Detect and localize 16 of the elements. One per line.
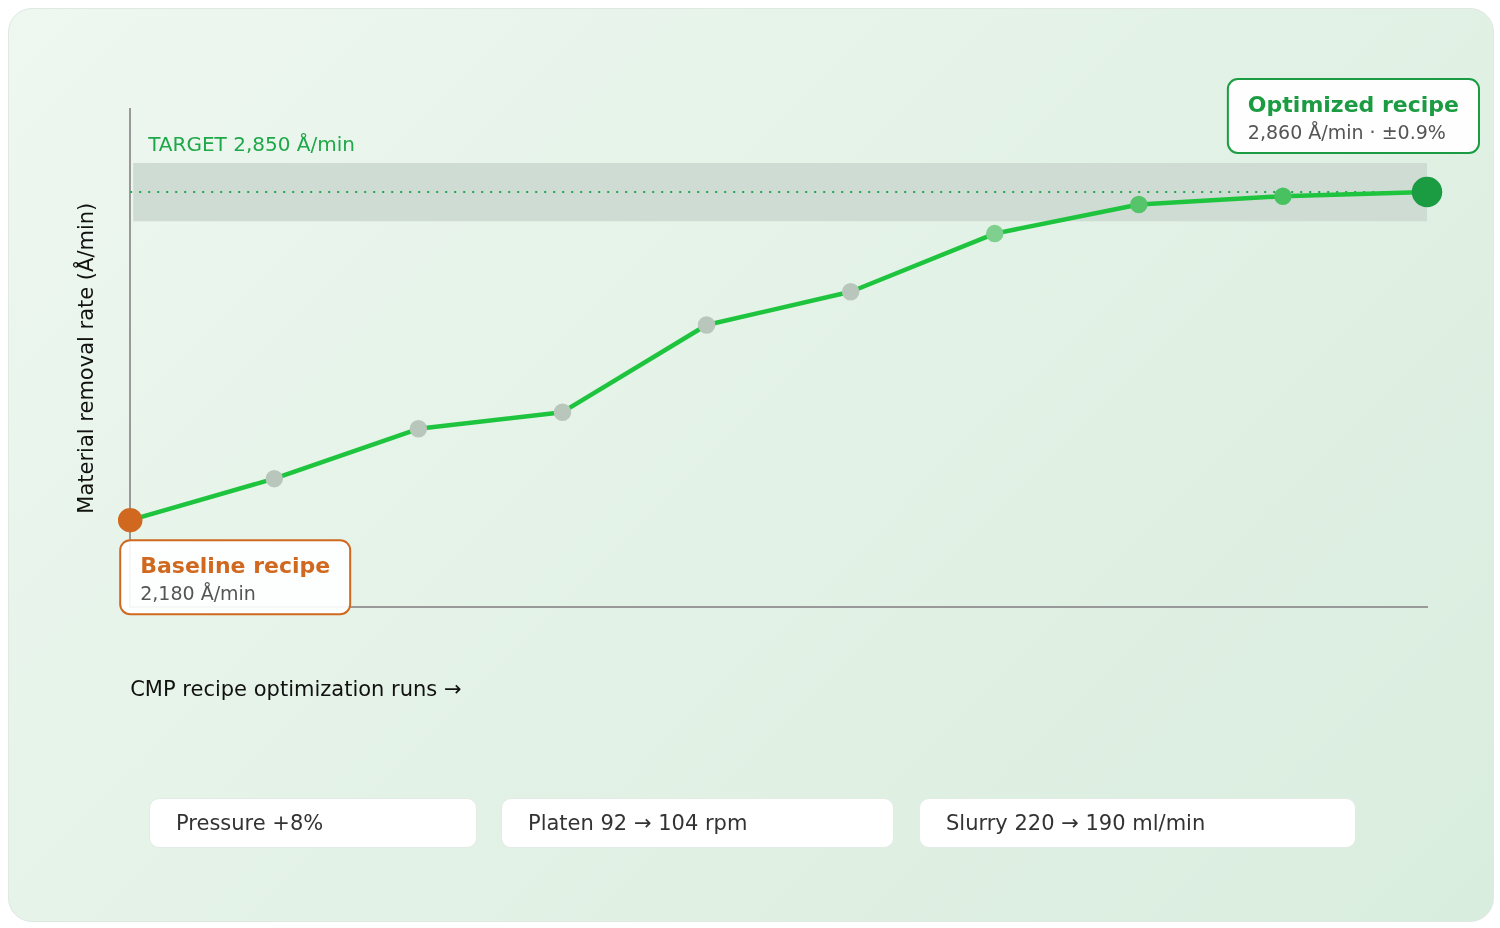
ref-line-label: TARGET 2,850 Å/min	[147, 131, 355, 156]
text: Pressure +8%	[149, 798, 477, 848]
point	[697, 316, 716, 334]
annotation: Baseline recipe 2,180 Å/min	[140, 553, 331, 605]
x-axis-title: CMP recipe optimization runs →	[130, 676, 462, 701]
text: Slurry 220 → 190 ml/min	[919, 798, 1356, 848]
point	[1274, 187, 1292, 205]
point	[553, 403, 572, 421]
text: Platen 92 → 104 rpm	[501, 798, 894, 848]
point	[985, 224, 1004, 243]
point	[841, 283, 860, 301]
text: Optimized recipe 2,860 Å/min · ±0.9%	[1247, 92, 1460, 143]
point	[265, 469, 284, 488]
point	[409, 420, 428, 438]
y-axis-title: Material removal rate (Å/min)	[72, 202, 99, 514]
point	[1130, 195, 1148, 214]
